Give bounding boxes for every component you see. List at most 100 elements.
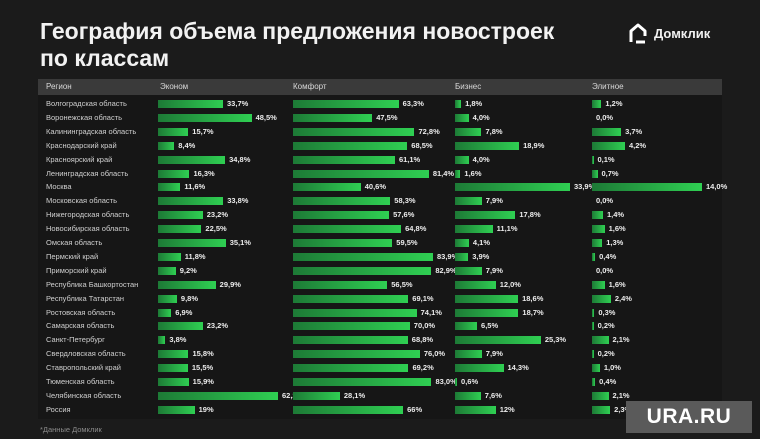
region-name: Свердловская область	[46, 349, 126, 359]
value-label-elite: 0,4%	[599, 251, 617, 261]
logo-text: Домклик	[654, 25, 711, 41]
value-label-elite: 0,4%	[599, 377, 617, 386]
value-label-business: 11,1%	[496, 224, 518, 234]
column-header-comfort: Комфорт	[293, 82, 327, 91]
value-label-economy: 15,5%	[191, 363, 214, 373]
column-header-business: Бизнес	[455, 82, 482, 91]
value-label-business: 7,9%	[485, 349, 503, 359]
region-name: Краснодарский край	[46, 140, 117, 150]
table-header: Регион Эконом Комфорт Бизнес Элитное	[38, 79, 722, 95]
bar-elite	[592, 294, 611, 303]
bar-comfort	[293, 155, 395, 164]
bar-elite	[592, 322, 594, 331]
table-row: Ростовская область 6,9% 74,1% 18,7% 0,3%	[38, 306, 722, 320]
bar-business	[455, 405, 496, 414]
value-label-comfort: 82,9%	[435, 265, 457, 275]
value-label-economy: 6,9%	[175, 307, 193, 317]
value-label-business: 7,9%	[485, 196, 503, 206]
value-label-economy: 16,3%	[193, 168, 215, 178]
bar-comfort	[293, 405, 404, 414]
region-name: Тюменская область	[46, 377, 115, 386]
value-label-business: 4,1%	[472, 238, 491, 247]
bar-economy	[158, 266, 176, 275]
value-label-business: 7,6%	[484, 390, 502, 400]
value-label-elite: 0,3%	[598, 307, 616, 317]
value-label-business: 4,0%	[472, 112, 490, 122]
bar-business	[455, 280, 496, 289]
value-label-comfort: 74,1%	[420, 307, 442, 317]
bar-economy	[158, 100, 224, 108]
table-row: Новосибирская область 22,5% 64,8% 11,1% 1,6%	[38, 222, 722, 236]
value-label-business: 0,6%	[461, 377, 479, 386]
value-label-comfort: 66%	[407, 404, 423, 414]
table-row: Красноярский край 34,8% 61,1% 4,0% 0,1%	[38, 153, 722, 167]
bar-business	[455, 266, 482, 275]
region-name: Нижегородская область	[46, 210, 130, 220]
bar-economy	[158, 127, 189, 136]
value-label-business: 1,8%	[465, 99, 483, 108]
table-row: Приморский край 9,2% 82,9% 7,9% 0,0%	[38, 264, 722, 278]
value-label-comfort: 72,8%	[418, 126, 440, 136]
region-name: Республика Татарстан	[46, 293, 125, 303]
table-row: Ставропольский край 15,5% 69,2% 14,3% 1,0%	[38, 361, 722, 375]
value-label-economy: 15,7%	[192, 126, 214, 136]
bar-comfort	[293, 239, 393, 247]
bar-elite	[592, 391, 609, 400]
value-label-comfort: 28,1%	[343, 390, 366, 400]
bar-comfort	[293, 391, 340, 400]
bar-economy	[158, 113, 252, 122]
table-row: Московская область 33,8% 58,3% 7,9% 0,0%	[38, 194, 722, 208]
region-name: Московская область	[46, 196, 117, 206]
bar-economy	[158, 322, 203, 331]
value-label-economy: 9,2%	[179, 265, 197, 275]
bar-elite	[592, 280, 605, 289]
value-label-comfort: 69,2%	[412, 363, 434, 373]
region-name: Челябинская область	[46, 390, 122, 400]
value-label-business: 6,5%	[481, 321, 499, 331]
value-label-business: 1,6%	[464, 168, 482, 178]
value-label-elite: 1,4%	[607, 210, 625, 220]
value-label-comfort: 40,6%	[364, 182, 387, 192]
value-label-economy: 35,1%	[229, 238, 251, 247]
value-label-business: 4,0%	[472, 154, 490, 164]
bar-comfort	[293, 197, 391, 206]
value-label-economy: 8,4%	[178, 140, 196, 150]
value-label-elite: 1,0%	[603, 363, 621, 373]
region-name: Ростовская область	[46, 307, 116, 317]
value-label-business: 18,6%	[522, 293, 544, 303]
bar-economy	[158, 294, 177, 303]
bar-comfort	[293, 127, 415, 136]
bar-comfort	[293, 378, 432, 386]
bar-economy	[158, 239, 226, 247]
value-label-business: 17,8%	[519, 210, 541, 220]
value-label-elite: 2,3%	[614, 404, 632, 414]
value-label-comfort: 83,0%	[435, 377, 457, 386]
value-label-business: 12,0%	[499, 279, 521, 289]
footnote: *Данные Домклик	[40, 425, 102, 434]
region-name: Пермский край	[46, 251, 99, 261]
bar-economy	[158, 211, 203, 220]
bar-comfort	[293, 280, 388, 289]
bar-business	[455, 294, 519, 303]
bar-business	[455, 336, 541, 345]
table-row: Москва 11,6% 40,6% 33,9% 14,0%	[38, 180, 727, 194]
bar-elite	[592, 225, 605, 234]
value-label-comfort: 68,5%	[411, 140, 433, 150]
value-label-economy: 22,5%	[205, 224, 227, 234]
region-name: Омская область	[46, 238, 103, 247]
bar-comfort	[293, 294, 409, 303]
bar-business	[455, 322, 478, 331]
value-label-economy: 62,2%	[282, 391, 303, 400]
bar-economy	[158, 169, 190, 178]
table-row: Самарская область 23,2% 70,0% 6,5% 0,2%	[38, 319, 722, 333]
region-name: Республика Башкортостан	[46, 279, 139, 289]
value-label-business: 18,9%	[523, 140, 545, 150]
region-name: Волгоградская область	[46, 99, 127, 108]
value-label-economy: 48,5%	[255, 112, 277, 122]
title-line-1: География объема предложения новостроек	[40, 18, 555, 44]
region-name: Москва	[46, 182, 72, 192]
value-label-elite: 2,4%	[614, 293, 632, 303]
value-label-economy: 15,8%	[192, 349, 214, 359]
bar-comfort	[293, 100, 399, 108]
region-name: Приморский край	[46, 265, 107, 275]
